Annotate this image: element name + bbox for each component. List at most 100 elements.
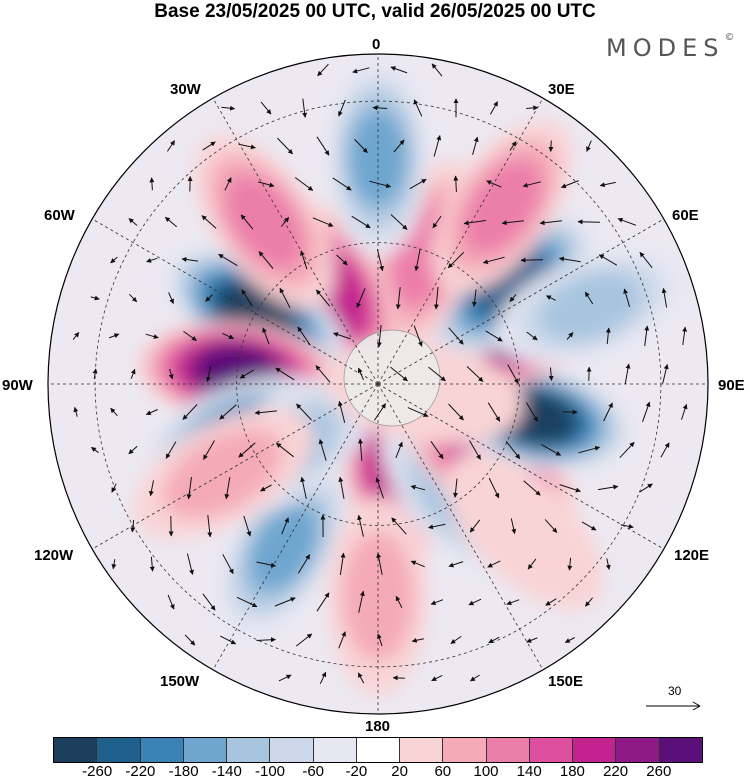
wind-vector	[202, 141, 216, 151]
wind-vector	[567, 557, 573, 571]
wind-vector	[224, 477, 231, 500]
colorbar-swatch	[54, 738, 98, 762]
wind-vector	[149, 556, 155, 572]
wind-vector	[469, 519, 481, 533]
lon-label-150e: 150E	[548, 673, 584, 690]
wind-vector	[393, 139, 405, 153]
wind-vector	[598, 254, 618, 266]
meridian-line	[92, 218, 379, 385]
colorbar-tick-label: -220	[125, 763, 156, 780]
wind-vector	[333, 332, 351, 340]
wind-vector	[395, 595, 403, 609]
wind-vector	[623, 288, 631, 308]
wind-vector	[448, 561, 464, 568]
wind-vector	[545, 598, 557, 606]
wind-vector	[205, 366, 212, 383]
wind-vector	[450, 635, 462, 645]
lon-label-0: 0	[372, 36, 381, 53]
wind-vector	[409, 178, 427, 190]
wind-vector	[222, 332, 235, 340]
anomaly-layer	[132, 57, 687, 697]
wind-vector	[391, 517, 407, 535]
colorbar-tick-label: 260	[646, 763, 672, 780]
wind-vector	[410, 484, 426, 491]
wind-vector	[501, 220, 524, 226]
wind-vector	[319, 671, 327, 685]
wind-vector	[312, 217, 334, 227]
wind-vector	[428, 366, 446, 382]
wind-vector	[165, 441, 177, 459]
wind-vector	[297, 554, 311, 574]
wind-vector	[257, 181, 275, 188]
wind-vector	[145, 333, 159, 339]
wind-vector	[202, 593, 216, 611]
reference-vector: 30	[642, 684, 704, 714]
wind-vector	[130, 519, 136, 533]
wind-vector	[316, 136, 330, 156]
wind-vector	[332, 177, 352, 191]
wind-vector	[183, 330, 197, 342]
wind-vector	[354, 139, 368, 153]
wind-vector	[642, 401, 651, 423]
wind-vector	[566, 332, 574, 340]
wind-vector	[545, 295, 556, 301]
wind-vector	[430, 599, 444, 605]
wind-vector	[605, 327, 611, 345]
wind-vector	[130, 368, 136, 379]
wind-vector	[128, 218, 138, 226]
colorbar-swatch	[616, 738, 660, 762]
wind-vector	[463, 220, 486, 226]
wind-vector	[110, 256, 118, 264]
colorbar-tick-label: -100	[254, 763, 286, 780]
wind-vector	[526, 637, 538, 643]
colorbar	[54, 738, 702, 762]
wind-vector	[276, 442, 294, 458]
wind-vector	[357, 438, 363, 462]
map-title: Base 23/05/2025 00 UTC, valid 26/05/2025…	[154, 1, 596, 22]
meridian-line	[212, 383, 379, 670]
wind-vector	[392, 675, 405, 681]
wind-vector	[520, 257, 544, 263]
wind-vector	[236, 596, 258, 608]
wind-vector	[544, 519, 558, 533]
wind-vector	[526, 331, 538, 341]
meridian-line	[377, 383, 664, 550]
wind-vector	[681, 403, 688, 420]
colorbar-tick-label: 100	[473, 763, 499, 780]
wind-vector	[447, 251, 465, 269]
wind-vector	[581, 521, 597, 531]
wind-vector	[166, 140, 176, 152]
colorbar-frame	[53, 737, 703, 763]
wind-vector	[585, 597, 593, 607]
wind-vector	[466, 366, 484, 382]
latitude-circle	[236, 242, 520, 526]
wind-vector	[294, 177, 314, 191]
wind-vector	[203, 440, 215, 460]
colorbar-tick-label: 20	[391, 763, 408, 780]
wind-vector	[315, 365, 331, 383]
wind-vector	[605, 558, 611, 570]
wind-vector	[316, 592, 330, 612]
wind-vector	[72, 332, 80, 340]
lon-label-120w: 120W	[34, 547, 74, 564]
wind-vector	[373, 403, 387, 421]
colorbar-swatch	[183, 738, 228, 762]
wind-vector	[297, 326, 311, 346]
wind-vector	[164, 216, 178, 228]
wind-vector	[469, 674, 480, 682]
lon-label-120e: 120E	[674, 547, 710, 564]
wind-vector	[539, 220, 562, 226]
wind-vector	[453, 175, 459, 193]
wind-vector	[239, 369, 255, 379]
wind-vector	[186, 477, 192, 500]
wind-vector	[352, 67, 370, 74]
wind-vector	[559, 484, 581, 493]
wind-vector	[376, 552, 383, 575]
wind-vector	[241, 289, 253, 307]
colorbar-swatch	[486, 738, 530, 762]
wind-vector	[431, 674, 443, 682]
wind-vector	[413, 325, 423, 347]
wind-vector	[351, 215, 371, 229]
wind-vector	[318, 438, 327, 461]
colorbar-swatch	[270, 738, 314, 762]
